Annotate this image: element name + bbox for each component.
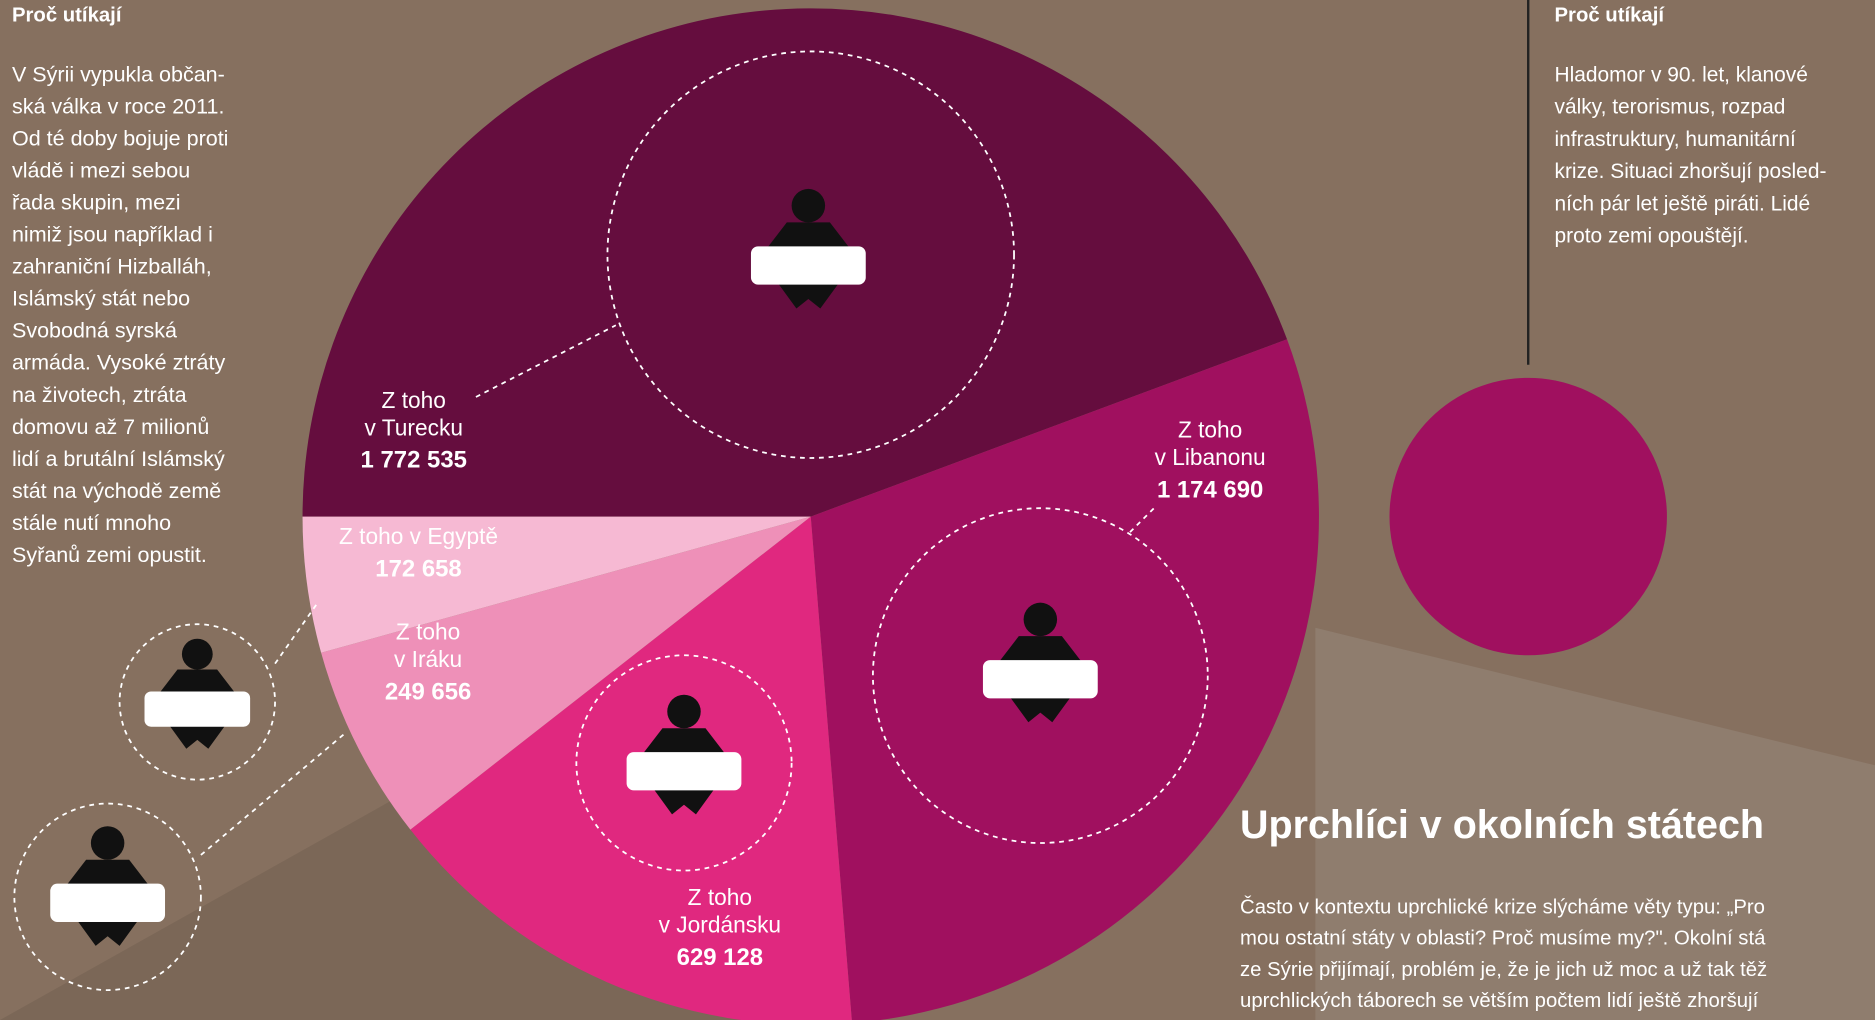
child-label-box bbox=[144, 691, 251, 727]
paragraph-line: mou ostatní státy v oblasti? Proč musíme… bbox=[1240, 928, 1766, 950]
child-value: 57 627 dětí bbox=[169, 710, 226, 722]
child-icon: z toho 630 713 dětí bbox=[982, 602, 1098, 723]
slice-label: Z toho bbox=[1178, 417, 1242, 443]
icon-legs bbox=[76, 919, 139, 946]
paragraph-line: Od té doby bojuje proti bbox=[12, 126, 229, 150]
dashed-circle bbox=[575, 654, 793, 872]
icon-head bbox=[791, 188, 826, 223]
background-shape bbox=[1315, 627, 1875, 1020]
child-label-box bbox=[982, 660, 1098, 699]
paragraph-line: ních pár let ještě piráti. Lidé bbox=[1555, 192, 1811, 215]
paragraph-line: války, terorismus, rozpad bbox=[1555, 96, 1786, 119]
paragraph-line: infrastruktury, humanitární bbox=[1555, 128, 1796, 151]
paragraph-line: vládě i mezi sebou bbox=[12, 158, 190, 182]
paragraph-line: ze Sýrie přijímají, problém je, že je ji… bbox=[1240, 959, 1767, 981]
icon-legs bbox=[652, 788, 716, 815]
paragraph-line: V Sýrii vypukla občan- bbox=[12, 62, 225, 86]
icon-body bbox=[638, 728, 730, 760]
pie-slice bbox=[302, 516, 811, 653]
dashed-circle bbox=[606, 50, 1015, 459]
child-icon: z toho 324 131 dětí bbox=[626, 694, 742, 815]
child-label-box bbox=[50, 883, 166, 922]
slice-label: v Jordánsku bbox=[659, 912, 781, 938]
leader-line bbox=[200, 731, 348, 856]
paragraph-line: Svobodná syrská bbox=[12, 319, 177, 343]
icon-body bbox=[994, 636, 1086, 668]
child-label-box bbox=[750, 246, 866, 285]
paragraph-line: stát na východě země bbox=[12, 479, 221, 503]
child-value: 630 713 dětí bbox=[1006, 679, 1074, 693]
paragraph-line: Syřanů zemi opustit. bbox=[12, 543, 207, 567]
child-label: z toho bbox=[794, 252, 823, 264]
paragraph-line: řada skupin, mezi bbox=[12, 191, 181, 215]
icon-head bbox=[181, 638, 213, 670]
child-label: z toho bbox=[93, 889, 122, 901]
child-value: 954 725 dětí bbox=[775, 265, 843, 279]
paragraph-line: Hladomor v 90. let, klanové bbox=[1555, 63, 1808, 86]
slice-label: Z toho bbox=[396, 619, 460, 645]
paragraph-line: Islámský stát nebo bbox=[12, 287, 190, 311]
paragraph-line: Často v kontextu uprchlické krize slýchá… bbox=[1240, 896, 1765, 919]
paragraph-line: uprchlických táborech se větším počtem l… bbox=[1240, 990, 1759, 1012]
slice-label: v Libanonu bbox=[1155, 444, 1266, 470]
pie-slice bbox=[321, 516, 811, 830]
slice-value: 249 656 bbox=[385, 679, 471, 706]
dashed-circle bbox=[872, 507, 1209, 844]
icon-head bbox=[1023, 602, 1058, 637]
dashed-circle bbox=[13, 802, 202, 992]
icon-legs bbox=[168, 724, 226, 749]
slice-value: 1 174 690 bbox=[1157, 476, 1263, 503]
paragraph-line: proto zemi opouštějí. bbox=[1555, 225, 1749, 248]
paragraph-line: zahraniční Hizballáh, bbox=[12, 255, 212, 279]
icon-legs bbox=[777, 282, 840, 309]
leader-line bbox=[475, 324, 617, 398]
paragraph-line: lidí a brutální Islámský bbox=[12, 447, 225, 471]
leader-line bbox=[274, 603, 318, 665]
paragraph-line: na životech, ztráta bbox=[12, 383, 187, 407]
child-label-box bbox=[626, 752, 742, 791]
circle bbox=[1389, 377, 1667, 656]
slice-value: 629 128 bbox=[677, 944, 763, 971]
overlay: Proč utíkají V Sýrii vypukla občan-ská vá… bbox=[12, 5, 1826, 1012]
child-label: z toho bbox=[669, 757, 698, 769]
paragraph-line: stále nutí mnoho bbox=[12, 511, 171, 535]
paragraph-line: ská válka v roce 2011. bbox=[12, 94, 224, 118]
paragraph-line: krize. Situaci zhoršují posled- bbox=[1555, 160, 1827, 183]
icon-head bbox=[667, 694, 701, 729]
dashed-circle bbox=[118, 623, 276, 781]
slice-value: 1 772 535 bbox=[361, 447, 467, 474]
child-icon: z toho 114 662 dětí bbox=[50, 826, 166, 946]
child-label: z toho bbox=[1026, 665, 1055, 677]
slice-value: 172 658 bbox=[375, 555, 461, 582]
slice-label: Z toho v Egyptě bbox=[339, 523, 498, 549]
slice-label: v Turecku bbox=[365, 414, 463, 440]
icon-body bbox=[762, 222, 854, 254]
paragraph-line: nimiž jsou například i bbox=[12, 223, 213, 247]
child-icon: z toho 57 627 dětí bbox=[144, 638, 251, 749]
heading: Proč utíkají bbox=[12, 5, 123, 27]
icon-legs bbox=[1009, 695, 1072, 723]
slice-label: v Iráku bbox=[394, 646, 462, 672]
paragraph-line: armáda. Vysoké ztráty bbox=[12, 351, 225, 375]
icon-body bbox=[62, 859, 154, 891]
child-label: z toho bbox=[184, 697, 211, 708]
section-title: Uprchlíci v okolních státech bbox=[1240, 803, 1764, 847]
slice-label: Z toho bbox=[688, 884, 752, 910]
icon-body bbox=[155, 669, 240, 699]
icon-head bbox=[90, 826, 125, 860]
paragraph-line: domovu až 7 milionů bbox=[12, 415, 209, 439]
child-value: 114 662 dětí bbox=[74, 903, 142, 917]
child-value: 324 131 dětí bbox=[650, 771, 718, 785]
pie bbox=[302, 8, 1319, 1020]
heading: Proč utíkají bbox=[1555, 5, 1666, 27]
slice-label: Z toho bbox=[382, 387, 446, 413]
